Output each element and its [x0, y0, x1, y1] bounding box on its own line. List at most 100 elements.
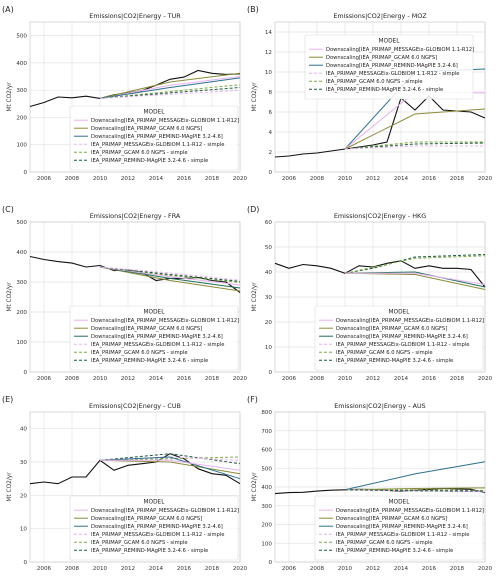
x-tick-label: 2018 [450, 176, 465, 182]
panel-b: (B) Emissions|CO2|Energy - MOZ 0 2 4 6 8 10 12 14… [247, 5, 493, 182]
plot-frame [29, 411, 241, 563]
legend-entry: Downscaling[IEA_PRIMAP_GCAM 6.0 NGFS] [326, 55, 437, 61]
legend: MODEL Downscaling[IEA_PRIMAP_MESSAGEix-GL… [314, 305, 484, 371]
series-line-gcam [344, 108, 486, 150]
x-tick-label: 2016 [177, 376, 192, 382]
x-tick-label: 2014 [394, 376, 409, 382]
legend-entry: Downscaling[IEA_PRIMAP_MESSAGEix-GLOBIOM… [91, 508, 239, 514]
y-tick-label: 300 [16, 280, 27, 286]
legend-entry: IEA_PRIMAP_MESSAGEix-GLOBIOM 1.1-R12 - s… [91, 342, 224, 348]
legend-title: MODEL [379, 39, 401, 45]
plot-frame [274, 221, 486, 373]
series-line-iea_gcam [344, 141, 485, 150]
x-tick-label: 2020 [233, 376, 248, 382]
chart-title: Emissions|CO2|Energy - FRA [90, 212, 181, 220]
series-line-gcam [99, 72, 241, 99]
x-tick-label: 2010 [338, 566, 353, 572]
legend-entry: Downscaling[IEA_PRIMAP_MESSAGEix-GLOBIOM… [336, 508, 484, 514]
legend-entry: IEA_PRIMAP_MESSAGEix-GLOBIOM 1.1-R12 - s… [91, 532, 224, 538]
series-line-msg [344, 145, 485, 150]
series-line-iea_gcam [344, 255, 486, 274]
x-tick-label: 2012 [121, 566, 135, 572]
panel-d: (D) Emissions|CO2|Energy - HKG 0 10 20 30 40 50… [247, 205, 493, 382]
legend-entry: Downscaling[IEA_PRIMAP_REMIND-MAgPIE 3.2… [91, 134, 223, 140]
legend-entry: Downscaling[IEA_PRIMAP_REMIND-MAgPIE 3.2… [91, 334, 223, 340]
plot-frame [274, 411, 486, 563]
series-line-iea_remind [99, 453, 241, 465]
y-tick-label: 500 [16, 34, 27, 40]
y-tick-label: 8 [268, 90, 272, 96]
panel-e: (E) Emissions|CO2|Energy - CUB 0 10 20 30 40 20… [2, 395, 248, 572]
legend-entry: Downscaling[IEA_PRIMAP_GCAM 6.0 NGFS] [336, 326, 447, 332]
y-axis-label: Mt CO2/yr [7, 82, 13, 112]
x-tick-label: 2020 [233, 566, 248, 572]
chart-title: Emissions|CO2|Energy - TUR [89, 12, 181, 20]
y-tick-label: 30 [265, 295, 273, 301]
legend-entry: IEA_PRIMAP_REMIND-MAgPIE 3.2-4.6 - simpl… [326, 87, 443, 93]
series-line-msg [344, 91, 486, 150]
y-axis-label: Mt CO2/yr [252, 282, 258, 312]
y-tick-label: 20 [20, 493, 28, 499]
series-line-hist [29, 255, 241, 293]
x-tick-label: 2010 [93, 376, 108, 382]
legend: MODEL Downscaling[IEA_PRIMAP_MESSAGEix-GL… [69, 305, 239, 371]
panel-label: (A) [2, 5, 14, 14]
series-line-msg [99, 266, 241, 281]
x-tick-label: 2008 [310, 566, 325, 572]
y-tick-label: 6 [268, 110, 272, 116]
series-line-msg [345, 272, 486, 285]
x-tick-label: 2012 [366, 376, 380, 382]
y-tick-label: 2 [268, 150, 272, 156]
legend: MODEL Downscaling[IEA_PRIMAP_MESSAGEix-GL… [69, 495, 239, 561]
x-tick-label: 2018 [205, 176, 220, 182]
series-line-hist [29, 69, 241, 108]
y-tick-label: 100 [16, 340, 27, 346]
series-line-iea_remind [344, 489, 486, 492]
chart-title: Emissions|CO2|Energy - HKG [334, 212, 426, 220]
y-tick-label: 400 [261, 485, 272, 491]
x-tick-label: 2012 [366, 566, 380, 572]
x-tick-label: 2006 [282, 376, 297, 382]
x-tick-label: 2018 [450, 566, 465, 572]
y-tick-label: 300 [261, 504, 272, 510]
x-tick-label: 2012 [366, 176, 380, 182]
series-line-gcam [99, 459, 241, 475]
x-tick-label: 2018 [450, 376, 465, 382]
series-line-hist [29, 453, 241, 485]
legend-entry: IEA_PRIMAP_GCAM 6.0 NGFS - simple [326, 79, 423, 85]
y-tick-label: 400 [16, 250, 27, 256]
y-tick-label: 200 [16, 310, 27, 316]
legend-entry: Downscaling[IEA_PRIMAP_GCAM 6.0 NGFS] [91, 516, 202, 522]
y-tick-label: 50 [265, 245, 273, 251]
y-tick-label: 20 [265, 320, 273, 326]
x-tick-label: 2012 [121, 176, 135, 182]
x-tick-label: 2006 [282, 566, 297, 572]
x-tick-label: 2008 [310, 376, 325, 382]
y-tick-label: 0 [268, 370, 272, 376]
chart-title: Emissions|CO2|Energy - AUS [334, 402, 425, 410]
x-tick-label: 2020 [478, 176, 493, 182]
legend-entry: IEA_PRIMAP_REMIND-MAgPIE 3.2-4.6 - simpl… [336, 548, 453, 554]
legend-entry: IEA_PRIMAP_GCAM 6.0 NGFS - simple [336, 540, 433, 546]
legend-entry: IEA_PRIMAP_GCAM 6.0 NGFS - simple [91, 540, 188, 546]
panel-label: (B) [247, 5, 259, 14]
panel-label: (C) [2, 205, 14, 214]
y-axis-label: Mt CO2/yr [252, 472, 258, 502]
legend-box [314, 305, 484, 371]
series-line-remind [99, 77, 241, 99]
y-tick-label: 4 [268, 130, 272, 136]
legend-entry: IEA_PRIMAP_REMIND-MAgPIE 3.2-4.6 - simpl… [91, 158, 208, 164]
y-tick-label: 0 [23, 560, 27, 566]
legend-entry: Downscaling[IEA_PRIMAP_MESSAGEix-GLOBIOM… [91, 118, 239, 124]
y-tick-label: 0 [23, 370, 27, 376]
legend-entry: Downscaling[IEA_PRIMAP_REMIND-MAgPIE 3.2… [91, 524, 223, 530]
legend-box [314, 495, 484, 561]
x-tick-label: 2016 [177, 176, 192, 182]
panel-f: (F) Emissions|CO2|Energy - AUS 0 100 200 300 4… [247, 395, 493, 572]
legend-title: MODEL [144, 110, 166, 116]
x-tick-label: 2006 [37, 566, 52, 572]
legend-entry: Downscaling[IEA_PRIMAP_GCAM 6.0 NGFS] [91, 326, 202, 332]
y-tick-label: 10 [20, 527, 28, 533]
series-line-iea_remind [99, 266, 241, 282]
x-tick-label: 2008 [65, 566, 80, 572]
